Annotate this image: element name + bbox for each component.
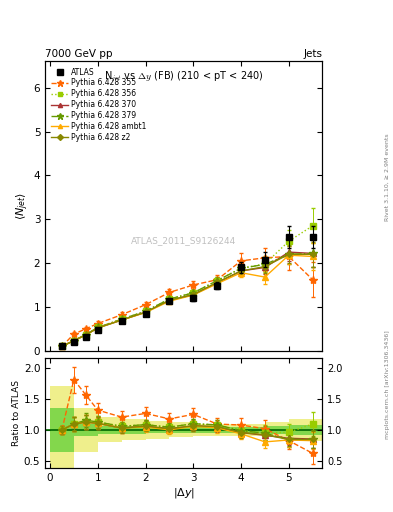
Text: Rivet 3.1.10, ≥ 2.9M events: Rivet 3.1.10, ≥ 2.9M events — [385, 133, 389, 221]
Text: N$_{jet}$ vs $\Delta y$ (FB) (210 < pT < 240): N$_{jet}$ vs $\Delta y$ (FB) (210 < pT <… — [104, 70, 264, 84]
Y-axis label: $\langle N_{jet}\rangle$: $\langle N_{jet}\rangle$ — [15, 192, 31, 220]
Legend: ATLAS, Pythia 6.428 355, Pythia 6.428 356, Pythia 6.428 370, Pythia 6.428 379, P: ATLAS, Pythia 6.428 355, Pythia 6.428 35… — [49, 65, 149, 144]
Y-axis label: Ratio to ATLAS: Ratio to ATLAS — [12, 380, 21, 446]
Text: mcplots.cern.ch [arXiv:1306.3436]: mcplots.cern.ch [arXiv:1306.3436] — [385, 330, 389, 439]
Text: Jets: Jets — [303, 49, 322, 59]
Text: 7000 GeV pp: 7000 GeV pp — [45, 49, 113, 59]
X-axis label: |$\Delta y$|: |$\Delta y$| — [173, 486, 195, 500]
Text: ATLAS_2011_S9126244: ATLAS_2011_S9126244 — [131, 237, 236, 245]
